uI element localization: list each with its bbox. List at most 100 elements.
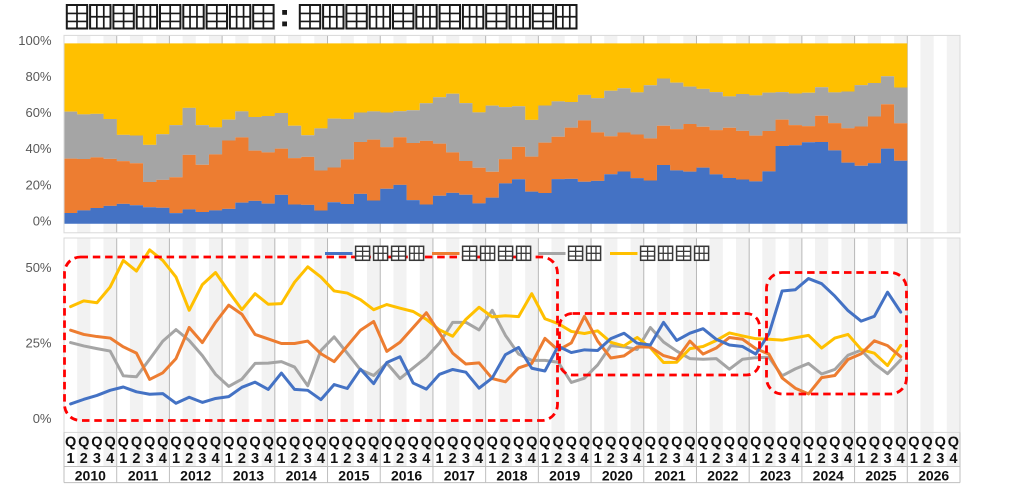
svg-text:Q: Q xyxy=(421,434,432,450)
svg-text:2018: 2018 xyxy=(496,467,527,483)
svg-text:1: 1 xyxy=(804,451,812,467)
svg-text:3: 3 xyxy=(146,451,154,467)
svg-text:Q: Q xyxy=(671,434,682,450)
svg-text:3: 3 xyxy=(409,451,417,467)
svg-text:2: 2 xyxy=(607,451,615,467)
svg-text:1: 1 xyxy=(172,451,180,467)
svg-text:4: 4 xyxy=(844,451,852,467)
svg-text:Q: Q xyxy=(790,434,801,450)
svg-text:4: 4 xyxy=(580,451,588,467)
svg-text:Q: Q xyxy=(210,434,221,450)
svg-text:Q: Q xyxy=(882,434,893,450)
svg-text:2010: 2010 xyxy=(75,467,106,483)
svg-text:1: 1 xyxy=(383,451,391,467)
svg-text:4: 4 xyxy=(791,451,799,467)
svg-text:3: 3 xyxy=(673,451,681,467)
svg-text:2012: 2012 xyxy=(180,467,211,483)
svg-text:3: 3 xyxy=(356,451,364,467)
svg-text:1: 1 xyxy=(225,451,233,467)
svg-text:1: 1 xyxy=(594,451,602,467)
svg-text:1: 1 xyxy=(67,451,75,467)
svg-text:2: 2 xyxy=(449,451,457,467)
svg-text:2: 2 xyxy=(923,451,931,467)
svg-text:2: 2 xyxy=(238,451,246,467)
svg-text:Q: Q xyxy=(737,434,748,450)
svg-text:1: 1 xyxy=(910,451,918,467)
svg-text:Q: Q xyxy=(342,434,353,450)
svg-text:Q: Q xyxy=(921,434,932,450)
svg-text:1: 1 xyxy=(119,451,127,467)
svg-text:2017: 2017 xyxy=(444,467,475,483)
svg-text:Q: Q xyxy=(78,434,89,450)
svg-text:3: 3 xyxy=(93,451,101,467)
svg-text:Q: Q xyxy=(368,434,379,450)
svg-text:2: 2 xyxy=(396,451,404,467)
svg-text:Q: Q xyxy=(935,434,946,450)
svg-text:Q: Q xyxy=(118,434,129,450)
svg-text:Q: Q xyxy=(65,434,76,450)
svg-text:1: 1 xyxy=(752,451,760,467)
svg-text:20%: 20% xyxy=(25,177,51,192)
svg-text:Q: Q xyxy=(763,434,774,450)
svg-text:1: 1 xyxy=(277,451,285,467)
svg-text:3: 3 xyxy=(620,451,628,467)
svg-text:40%: 40% xyxy=(25,141,51,156)
svg-text:2: 2 xyxy=(501,451,509,467)
svg-text:Q: Q xyxy=(829,434,840,450)
svg-text:Q: Q xyxy=(394,434,405,450)
svg-text:Q: Q xyxy=(91,434,102,450)
svg-text:Q: Q xyxy=(697,434,708,450)
svg-text:2020: 2020 xyxy=(602,467,633,483)
svg-text:Q: Q xyxy=(276,434,287,450)
svg-text:Q: Q xyxy=(487,434,498,450)
svg-text:Q: Q xyxy=(645,434,656,450)
svg-text:Q: Q xyxy=(197,434,208,450)
svg-text:4: 4 xyxy=(528,451,536,467)
svg-text:4: 4 xyxy=(106,451,114,467)
svg-text:3: 3 xyxy=(304,451,312,467)
svg-text:1: 1 xyxy=(646,451,654,467)
svg-text:2023: 2023 xyxy=(760,467,791,483)
svg-text:3: 3 xyxy=(936,451,944,467)
svg-text:Q: Q xyxy=(816,434,827,450)
svg-text:Q: Q xyxy=(632,434,643,450)
svg-text:2: 2 xyxy=(343,451,351,467)
svg-text:3: 3 xyxy=(883,451,891,467)
svg-text:1: 1 xyxy=(488,451,496,467)
svg-text:Q: Q xyxy=(157,434,168,450)
svg-text:Q: Q xyxy=(289,434,300,450)
svg-text:3: 3 xyxy=(725,451,733,467)
svg-text:1: 1 xyxy=(435,451,443,467)
svg-text:4: 4 xyxy=(475,451,483,467)
svg-text:Q: Q xyxy=(711,434,722,450)
svg-text:Q: Q xyxy=(579,434,590,450)
svg-text:Q: Q xyxy=(592,434,603,450)
svg-text:Q: Q xyxy=(263,434,274,450)
svg-text:2022: 2022 xyxy=(707,467,738,483)
svg-text:Q: Q xyxy=(552,434,563,450)
svg-text:0%: 0% xyxy=(33,213,52,228)
svg-text:2015: 2015 xyxy=(338,467,369,483)
svg-text:1: 1 xyxy=(857,451,865,467)
svg-text:Q: Q xyxy=(895,434,906,450)
svg-text:60%: 60% xyxy=(25,105,51,120)
svg-text:4: 4 xyxy=(739,451,747,467)
svg-text:2016: 2016 xyxy=(391,467,422,483)
svg-text:Q: Q xyxy=(144,434,155,450)
svg-text:2: 2 xyxy=(132,451,140,467)
svg-text:2011: 2011 xyxy=(128,467,159,483)
svg-text:Q: Q xyxy=(526,434,537,450)
svg-text:Q: Q xyxy=(104,434,115,450)
svg-text:1: 1 xyxy=(330,451,338,467)
svg-text:2: 2 xyxy=(870,451,878,467)
svg-text:4: 4 xyxy=(686,451,694,467)
svg-text:Q: Q xyxy=(249,434,260,450)
svg-text:3: 3 xyxy=(251,451,259,467)
svg-text:1: 1 xyxy=(541,451,549,467)
svg-text:2: 2 xyxy=(291,451,299,467)
svg-text:Q: Q xyxy=(948,434,959,450)
svg-text:Q: Q xyxy=(381,434,392,450)
svg-text:2: 2 xyxy=(765,451,773,467)
svg-text:3: 3 xyxy=(515,451,523,467)
svg-text:2: 2 xyxy=(554,451,562,467)
